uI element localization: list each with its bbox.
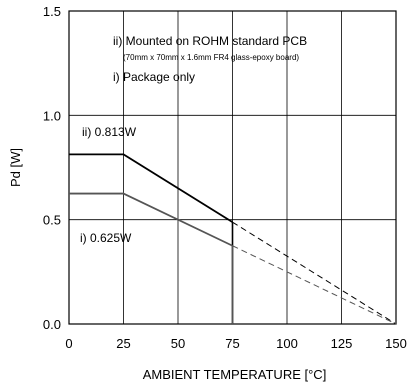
x-tick-label: 150	[385, 336, 407, 351]
x-tick-label: 0	[65, 336, 72, 351]
y-tick-label: 0.5	[43, 213, 61, 228]
x-tick-label: 100	[276, 336, 298, 351]
x-tick-label: 25	[116, 336, 130, 351]
x-axis-label: AMBIENT TEMPERATURE [°C]	[143, 367, 327, 382]
series-lines	[69, 153, 397, 325]
data-label-series-i: i) 0.625W	[80, 231, 132, 245]
x-tick-label: 125	[331, 336, 353, 351]
legend-series-i: i) Package only	[113, 70, 195, 84]
series-dashed-extension-1	[232, 245, 397, 325]
grid	[69, 11, 396, 324]
series-dashed-extension-0	[232, 221, 397, 325]
series-line-1	[69, 192, 233, 247]
y-tick-label: 1.5	[43, 4, 61, 19]
legend-series-ii-subtitle: (70mm x 70mm x 1.6mm FR4 glass-epoxy boa…	[123, 53, 299, 62]
y-axis-label: Pd [W]	[8, 148, 23, 187]
series-line-0	[69, 153, 233, 223]
y-tick-label: 0.0	[43, 317, 61, 332]
x-tick-label: 75	[225, 336, 239, 351]
tick-labels: 0 25 50 75 100 125 150 0.0 0.5 1.0 1.5	[43, 4, 407, 351]
y-tick-label: 1.0	[43, 108, 61, 123]
data-label-series-ii: ii) 0.813W	[82, 125, 137, 139]
legend-series-ii: ii) Mounted on ROHM standard PCB	[113, 34, 307, 48]
x-tick-label: 50	[171, 336, 185, 351]
